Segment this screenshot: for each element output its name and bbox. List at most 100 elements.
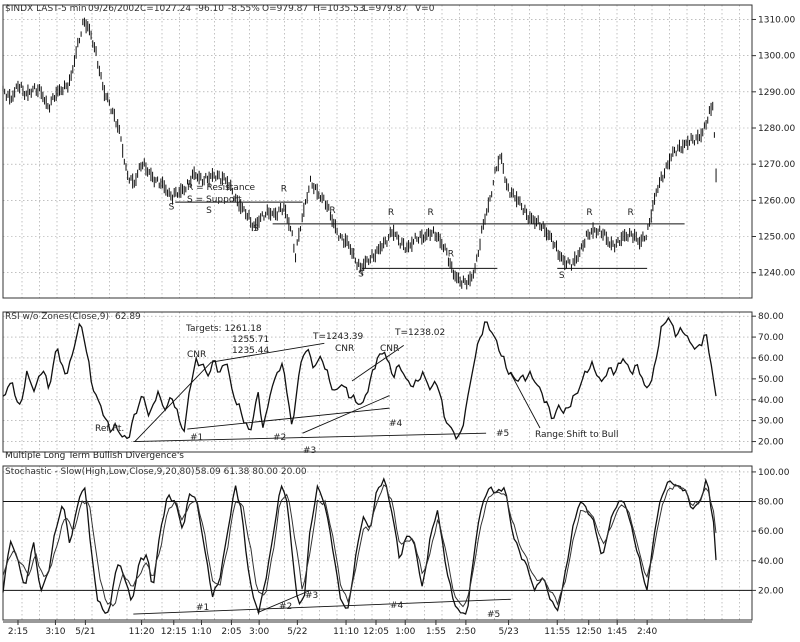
sr-marker: S (358, 269, 364, 279)
stoch-num-3: #3 (305, 591, 318, 601)
rsi-panel: 20.00 30.00 40.00 50.00 60.00 70.00 80.00 (2, 312, 784, 448)
stoch-tick-label: 60.00 (758, 527, 784, 537)
stochastic-panel: 20.00 40.00 60.00 80.00 100.00 (2, 468, 790, 616)
rsi-tick-label: 70.00 (758, 333, 784, 343)
sr-marker: R (586, 208, 592, 218)
sr-marker: S (253, 224, 259, 234)
target-3-label: 1235.44 (232, 346, 269, 356)
rsi-header: RSI w/o Zones(Close,9) (5, 312, 109, 322)
price-tick-label: 1270.00 (758, 160, 795, 170)
legend-support: S = Support (187, 195, 242, 205)
stoch-divergence-line (133, 598, 511, 615)
sr-marker: R (628, 208, 634, 218)
stoch-d-line (2, 483, 717, 608)
legend-resistance: R = Resistance (187, 183, 255, 193)
rsi-num-3: #3 (303, 446, 316, 456)
x-tick-label: 1:55 (426, 627, 446, 637)
rsi-num-1: #1 (190, 433, 203, 443)
stoch-num-5: #5 (487, 610, 500, 620)
stoch-tick-label: 40.00 (758, 557, 784, 567)
x-tick-label: 1:00 (395, 627, 415, 637)
x-tick-label: 5/22 (287, 627, 307, 637)
x-tick-label: 12:50 (576, 627, 602, 637)
range-shift-label: Range Shift to Bull (535, 430, 618, 440)
x-tick-label: 2:15 (8, 627, 28, 637)
x-tick-label: 11:20 (129, 627, 155, 637)
rsi-tick-label: 30.00 (758, 417, 784, 427)
sr-marker: S (559, 271, 565, 281)
targets-label: Targets: 1261.18 (185, 324, 262, 334)
stoch-k-line (2, 477, 717, 616)
t2-label: T=1238.02 (394, 328, 445, 338)
rsi-tick-label: 50.00 (758, 375, 784, 385)
price-tick-label: 1300.00 (758, 52, 795, 62)
close-label: C=1027.24 (140, 4, 191, 14)
x-tick-label: 1:10 (191, 627, 211, 637)
target-2-label: 1255.71 (232, 335, 269, 345)
rsi-num-2: #2 (273, 433, 286, 443)
t1-label: T=1243.39 (312, 332, 364, 342)
rsi-num-4: #4 (389, 419, 403, 429)
x-tick-label: 5/23 (498, 627, 518, 637)
price-tick-label: 1280.00 (758, 124, 795, 134)
stoch-num-1: #1 (196, 603, 209, 613)
stoch-header: Stochastic - Slow(High,Low,Close,9,20,80… (5, 467, 195, 477)
divergence-trendline (133, 432, 487, 443)
ref-pt-label: Ref Pt. (95, 424, 124, 434)
x-tick-label: 12:05 (363, 627, 389, 637)
price-tick-label: 1260.00 (758, 196, 795, 206)
x-tick-label: 11:55 (544, 627, 570, 637)
rsi-tick-label: 60.00 (758, 354, 784, 364)
x-tick-label: 1:45 (607, 627, 627, 637)
symbol-label: $INDX LAST-5 min (5, 4, 87, 14)
pct-label: -8.55% (228, 4, 260, 14)
stoch-divergence-line (257, 589, 311, 614)
divergence-trendline (134, 361, 212, 442)
stoch-tick-label: 100.00 (758, 468, 790, 478)
sr-marker: R (388, 208, 394, 218)
x-tick-label: 11:10 (333, 627, 359, 637)
rsi-num-5: #5 (496, 429, 509, 439)
cnr-label-3: CNR (380, 344, 399, 354)
divergence-trendline (211, 342, 325, 363)
x-tick-label: 5/21 (75, 627, 95, 637)
stoch-num-4: #4 (390, 601, 404, 611)
price-panel: 1240.00 1250.00 1260.00 1270.00 1280.00 1290.… (2, 15, 795, 290)
price-tick-label: 1290.00 (758, 88, 795, 98)
divergence-label: Multiple Long Term Bullish Divergence's (5, 451, 184, 461)
sr-marker: R (329, 206, 335, 216)
price-tick-label: 1240.00 (758, 269, 795, 279)
x-tick-label: 2:40 (637, 627, 657, 637)
cnr-label-2: CNR (335, 344, 354, 354)
sr-marker: R (281, 184, 287, 194)
rsi-tick-label: 40.00 (758, 396, 784, 406)
divergence-trendline (302, 395, 390, 434)
sr-marker: S (206, 206, 212, 216)
sr-marker: R (448, 249, 454, 259)
rsi-tick-label: 80.00 (758, 312, 784, 322)
x-tick-label: 12:15 (161, 627, 187, 637)
high-label: H=1035.53 (313, 4, 365, 14)
volume-label: V=0 (415, 4, 435, 14)
price-panel-frame (2, 4, 753, 299)
price-tick-label: 1250.00 (758, 233, 795, 243)
x-tick-label: 3:10 (45, 627, 65, 637)
rsi-value: 62.89 (115, 312, 141, 322)
stoch-tick-label: 20.00 (758, 586, 784, 596)
low-label: L=979.87 (363, 4, 407, 14)
x-axis: 2:15 3:10 5/21 11:20 12:15 1:10 2:05 3:00 5/22 11… (3, 620, 752, 637)
divergence-trendline (351, 345, 404, 382)
x-tick-label: 3:00 (249, 627, 269, 637)
rsi-tick-label: 20.00 (758, 438, 784, 448)
change-label: -96.10 (195, 4, 224, 14)
x-tick-label: 2:50 (456, 627, 476, 637)
stoch-tick-label: 80.00 (758, 498, 784, 508)
rsi-panel-frame (2, 311, 753, 453)
rsi-line (2, 316, 717, 441)
sr-marker: R (428, 208, 434, 218)
price-tick-label: 1310.00 (758, 15, 795, 25)
range-shift-pointer (509, 371, 541, 429)
stoch-num-2: #2 (279, 602, 292, 612)
stoch-values: 58.09 61.38 80.00 20.00 (195, 467, 307, 477)
